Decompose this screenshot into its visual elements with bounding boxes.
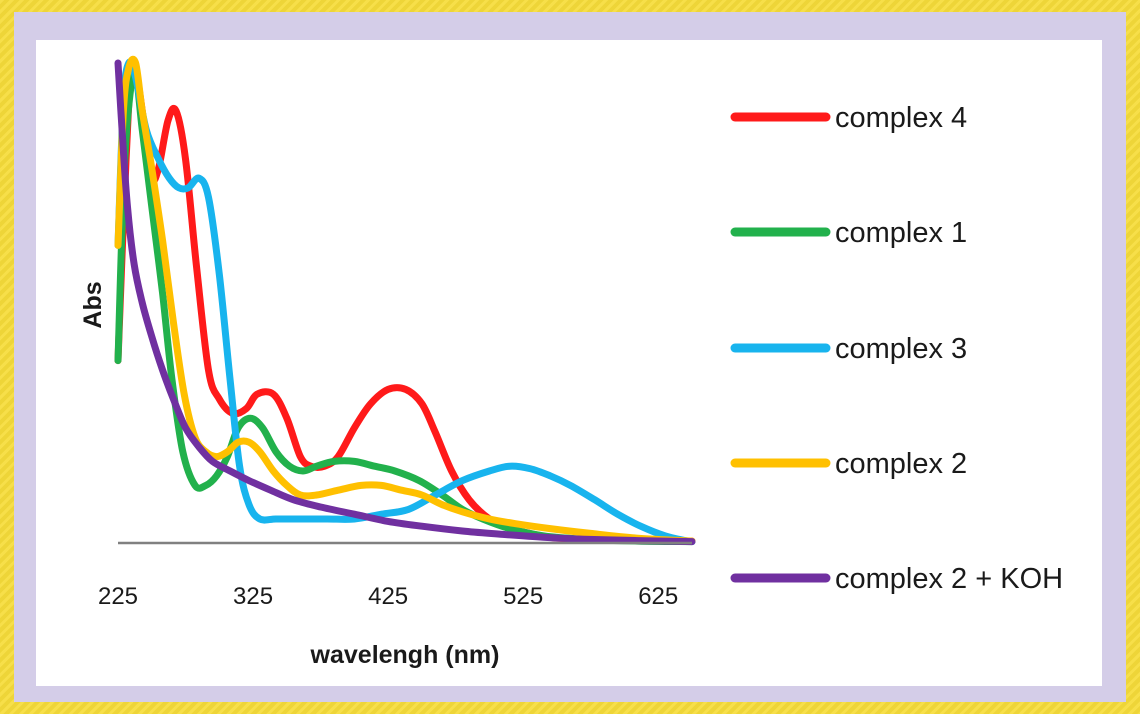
legend-label-complex-3: complex 3 (835, 333, 967, 365)
legend-label-complex-2-koh: complex 2 + KOH (835, 563, 1063, 595)
y-axis-label: Abs (79, 281, 107, 328)
x-tick-label-625: 625 (638, 583, 678, 610)
legend-label-complex-1: complex 1 (835, 217, 967, 249)
series-line-complex-2 (114, 55, 696, 545)
x-axis-label: wavelengh (nm) (310, 641, 500, 669)
series-layer (114, 55, 696, 546)
x-tick-labels: 225 325 425 525 625 (98, 583, 678, 610)
x-tick-label-525: 525 (503, 583, 543, 610)
legend-label-complex-4: complex 4 (835, 102, 967, 134)
chart-panel (36, 40, 1102, 686)
x-tick-label-425: 425 (368, 583, 408, 610)
legend-label-complex-2: complex 2 (835, 448, 967, 480)
series-line-complex-4 (114, 59, 696, 545)
lavender-frame (14, 12, 1126, 702)
x-tick-label-225: 225 (98, 583, 138, 610)
legend: complex 4 complex 1 complex 3 complex 2 comp… (730, 102, 1063, 595)
x-tick-label-325: 325 (233, 583, 273, 610)
series-line-complex-3 (114, 58, 696, 546)
series-line-complex-2-koh (114, 59, 696, 546)
